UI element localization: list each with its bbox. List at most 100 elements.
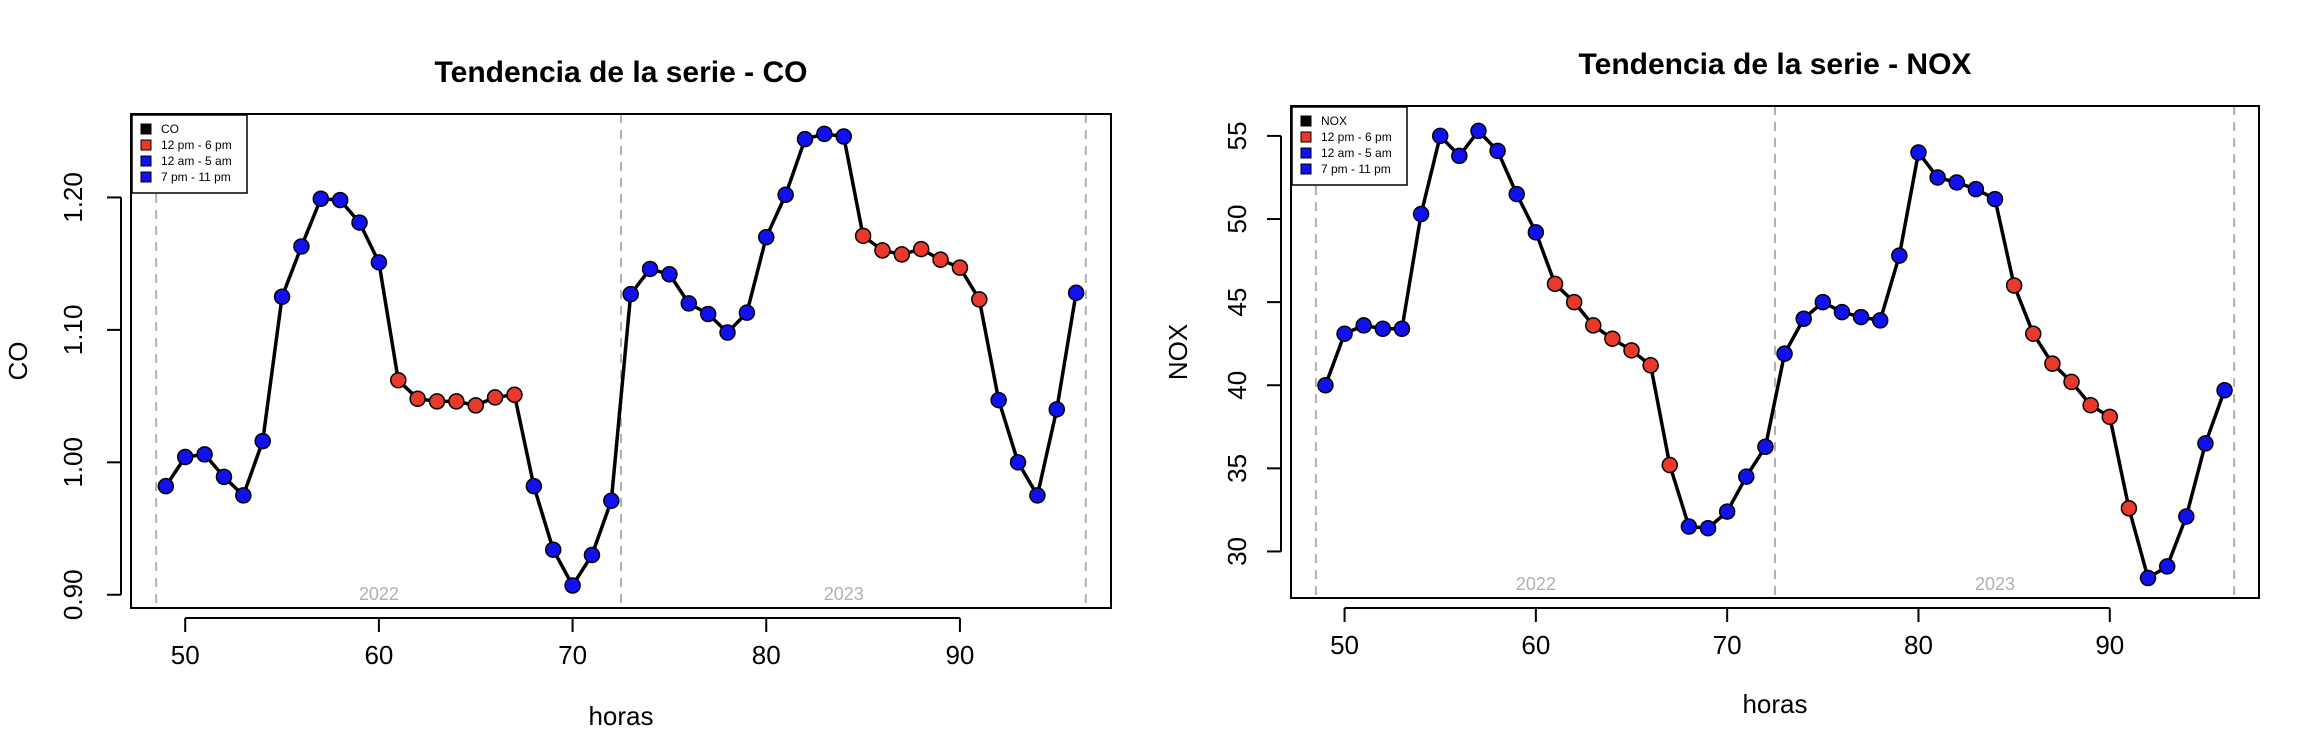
data-point-afternoon [2082,396,2099,414]
year-label: 2023 [1975,574,2015,594]
y-tick-label: 55 [1222,121,1252,150]
data-point [215,468,233,486]
data-point [661,266,678,283]
data-point-afternoon [874,242,891,259]
y-tick-label: 1.00 [58,437,88,488]
legend-swatch [140,171,152,183]
data-point [1795,310,1812,328]
legend-label: CO [161,122,179,136]
legend-swatch [1300,147,1312,159]
data-point [990,391,1007,409]
data-point [1929,169,1946,186]
data-point [254,432,271,450]
data-point [1833,303,1851,321]
data-point [1451,147,1468,165]
data-point-afternoon [932,251,949,268]
data-point [738,304,756,321]
data-point [1718,503,1736,520]
data-point [1355,317,1372,334]
data-point [2216,381,2233,399]
data-point [719,324,736,341]
x-tick-label: 60 [1521,630,1550,660]
data-point [699,305,717,323]
data-point [1048,401,1066,418]
data-point-afternoon [1604,330,1621,347]
data-point [564,577,581,594]
data-point [2178,508,2195,525]
y-tick-label: 30 [1222,537,1252,566]
y-axis-label: CO [3,342,33,381]
data-point-afternoon [2120,499,2138,517]
x-axis-label: horas [1742,689,1807,719]
data-point [680,295,698,312]
data-point [583,546,601,564]
legend-swatch [1300,115,1312,127]
legend-swatch [140,139,152,151]
data-point [1738,468,1755,485]
data-point [1871,312,1889,329]
legend-label: 12 am - 5 am [161,154,232,168]
data-point [2197,435,2214,452]
data-point [1067,284,1085,302]
data-point [816,125,833,143]
data-point [525,477,543,495]
data-point [196,446,213,463]
x-tick-label: 50 [171,640,200,670]
data-point-afternoon [951,259,969,276]
y-tick-label: 45 [1222,288,1252,317]
data-point-afternoon [428,393,446,410]
y-tick-label: 40 [1222,371,1252,400]
x-tick-label: 90 [2095,630,2124,660]
data-point [273,288,291,306]
data-point [603,492,620,509]
legend-label: 12 am - 5 am [1321,146,1392,160]
data-point-afternoon [2005,277,2023,294]
data-point-afternoon [1642,357,1659,374]
year-label: 2022 [359,584,399,604]
data-point [835,128,852,145]
data-point-afternoon [2044,355,2061,372]
data-point [1948,174,1965,191]
data-point-afternoon [2063,373,2080,391]
data-point [1489,142,1506,160]
data-point [641,260,659,278]
y-tick-label: 1.20 [58,172,88,223]
data-point [1852,308,1870,326]
data-point [1776,345,1793,362]
data-point [351,214,368,231]
data-point-afternoon [506,386,523,404]
data-point-afternoon [1565,293,1583,311]
data-point [1009,454,1027,471]
legend-swatch [140,155,152,167]
x-axis-label: horas [588,701,653,731]
data-point-afternoon [1546,275,1564,293]
chart-title: Tendencia de la serie - CO [435,56,808,89]
data-point-afternoon [854,227,872,245]
legend-label: NOX [1321,114,1347,128]
plot-frame [1290,105,2260,599]
data-point-afternoon [1585,317,1602,334]
x-tick-label: 70 [1713,630,1742,660]
data-point-afternoon [1661,456,1679,474]
data-point [1986,190,2004,208]
x-tick-label: 70 [558,640,587,670]
data-point [1814,293,1832,311]
data-point [796,130,814,148]
legend-swatch [1300,131,1312,143]
data-point-afternoon [971,291,988,308]
plot-frame [130,113,1112,609]
y-axis-label: NOX [1163,324,1193,380]
data-point [1336,325,1353,342]
data-point [1029,487,1046,504]
data-point [622,285,639,303]
x-tick-label: 90 [945,640,974,670]
data-point [1412,205,1430,223]
data-point [1317,376,1334,394]
x-tick-label: 50 [1330,630,1359,660]
data-point [1757,438,1774,455]
data-point-afternoon [893,246,911,263]
data-point [1393,320,1411,337]
data-point [1374,320,1392,337]
year-label: 2023 [824,584,864,604]
